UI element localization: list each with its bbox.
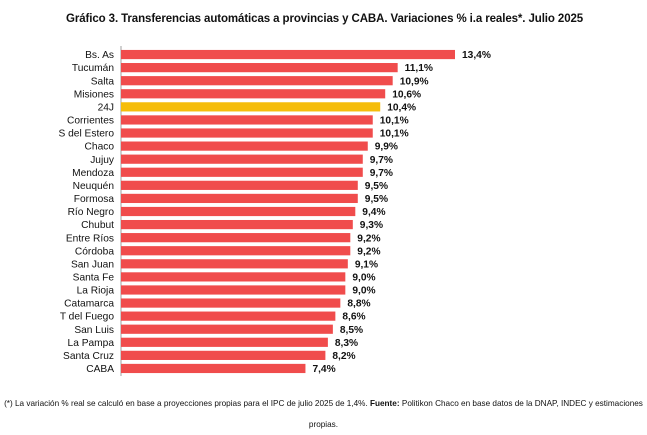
bar-24 xyxy=(121,363,306,374)
bar-5 xyxy=(121,115,373,125)
category-label-20: T del Fuego xyxy=(60,312,115,323)
bars-layer xyxy=(121,49,455,374)
value-labels: 13,4% 11,1% 10,9% 10,6% 10,4% 10,1% 10,1% 9,9% 9… xyxy=(312,50,490,375)
category-label-24: CABA xyxy=(86,364,114,375)
bar-chart: Bs. As Tucumán Salta Misiones 24J Corrientes S… xyxy=(59,46,491,376)
category-label-22: La Pampa xyxy=(68,338,115,349)
bar-12 xyxy=(121,206,356,217)
value-label-7: 9,9% xyxy=(375,142,398,153)
value-label-8: 9,7% xyxy=(370,155,393,166)
value-label-24: 7,4% xyxy=(312,364,335,375)
category-label-5: Corrientes xyxy=(67,116,114,127)
value-label-16: 9,1% xyxy=(355,259,378,270)
category-label-14: Entre Ríos xyxy=(66,233,114,244)
bar-1 xyxy=(121,63,398,73)
bar-18 xyxy=(121,285,346,295)
category-label-17: Santa Fe xyxy=(73,273,115,284)
category-label-10: Neuquén xyxy=(73,181,114,192)
bar-6 xyxy=(121,128,373,138)
category-label-7: Chaco xyxy=(85,142,115,153)
category-label-11: Formosa xyxy=(74,194,115,205)
value-label-14: 9,2% xyxy=(357,233,380,244)
value-label-15: 9,2% xyxy=(357,246,380,257)
bar-11 xyxy=(121,193,358,204)
category-label-12: Río Negro xyxy=(68,207,115,218)
category-label-9: Mendoza xyxy=(72,168,114,179)
value-label-12: 9,4% xyxy=(362,207,385,218)
category-labels: Bs. As Tucumán Salta Misiones 24J Corrientes S… xyxy=(59,50,115,375)
value-label-22: 8,3% xyxy=(335,338,358,349)
bar-3 xyxy=(121,89,386,99)
value-label-9: 9,7% xyxy=(370,168,393,179)
value-label-18: 9,0% xyxy=(352,286,375,297)
bar-0 xyxy=(121,49,455,60)
category-label-18: La Rioja xyxy=(77,286,115,297)
value-label-11: 9,5% xyxy=(365,194,388,205)
bar-23 xyxy=(121,350,326,360)
category-label-1: Tucumán xyxy=(72,63,114,74)
value-label-6: 10,1% xyxy=(380,129,409,140)
value-label-0: 13,4% xyxy=(462,50,491,61)
value-label-13: 9,3% xyxy=(360,220,383,231)
bar-7 xyxy=(121,141,368,151)
bar-16 xyxy=(121,259,348,269)
category-label-16: San Juan xyxy=(71,259,114,270)
footnote-note: (*) La variación % real se calculó en ba… xyxy=(4,399,370,408)
category-label-8: Jujuy xyxy=(90,155,115,166)
bar-2 xyxy=(121,76,393,86)
value-label-5: 10,1% xyxy=(380,116,409,127)
bar-17 xyxy=(121,272,346,282)
value-label-20: 8,6% xyxy=(342,312,365,323)
bar-21 xyxy=(121,324,333,334)
value-label-1: 11,1% xyxy=(405,63,433,74)
value-label-21: 8,5% xyxy=(340,325,363,336)
category-label-23: Santa Cruz xyxy=(63,351,114,362)
value-label-17: 9,0% xyxy=(352,273,375,284)
bar-20 xyxy=(121,311,336,321)
category-label-19: Catamarca xyxy=(64,299,114,310)
category-label-21: San Luis xyxy=(74,325,114,336)
bar-22 xyxy=(121,337,328,347)
category-label-0: Bs. As xyxy=(85,50,114,61)
chart-title: Gráfico 3. Transferencias automáticas a … xyxy=(66,13,584,25)
bar-13 xyxy=(121,219,353,230)
value-label-10: 9,5% xyxy=(365,181,388,192)
category-label-3: Misiones xyxy=(74,89,114,100)
bar-19 xyxy=(121,298,341,308)
category-label-15: Córdoba xyxy=(75,246,114,257)
bar-15 xyxy=(121,246,351,256)
bar-4 xyxy=(121,102,381,112)
value-label-19: 8,8% xyxy=(347,299,370,310)
footnote: (*) La variación % real se calculó en ba… xyxy=(0,393,647,435)
category-label-2: Salta xyxy=(91,76,115,87)
value-label-23: 8,2% xyxy=(332,351,355,362)
bar-9 xyxy=(121,167,363,177)
bar-14 xyxy=(121,233,351,243)
footnote-source-text: Politikon Chaco en base datos de la DNAP… xyxy=(308,399,643,429)
category-label-4: 24J xyxy=(98,102,114,113)
bar-8 xyxy=(121,154,363,164)
category-label-6: S del Estero xyxy=(59,129,115,140)
bar-10 xyxy=(121,180,358,190)
value-label-3: 10,6% xyxy=(392,89,421,100)
value-label-4: 10,4% xyxy=(387,102,416,113)
footnote-source-label: Fuente: xyxy=(370,399,400,408)
value-label-2: 10,9% xyxy=(400,76,429,87)
category-label-13: Chubut xyxy=(81,220,114,231)
